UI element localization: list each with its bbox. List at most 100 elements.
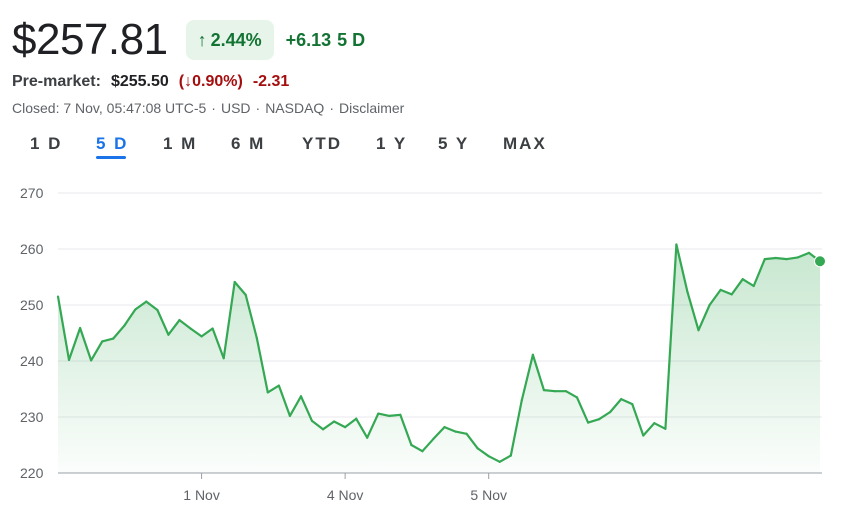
tab-5d[interactable]: 5 D	[96, 134, 128, 164]
change-percent: 2.44%	[210, 29, 262, 50]
separator-dot: ·	[329, 100, 334, 116]
price-series	[56, 243, 822, 463]
price-segment	[675, 243, 689, 294]
price-segment	[509, 399, 523, 457]
price-segment	[719, 288, 733, 296]
price-segment	[498, 454, 512, 463]
price-chart[interactable]: 220 230 240 250 260 270 1 Nov 4 Nov 5 Nov	[0, 170, 863, 518]
separator-dot: ·	[255, 100, 261, 116]
price-segment	[366, 412, 380, 439]
separator-dot: ·	[211, 100, 216, 116]
x-tick-label: 4 Nov	[327, 487, 364, 503]
y-tick-label: 260	[20, 241, 44, 257]
price-segment	[432, 426, 446, 440]
market-meta: Closed: 7 Nov, 05:47:08 UTC-5 · USD · NASDAQ…	[12, 100, 404, 116]
premarket-row: Pre-market: $255.50 (↓0.90%) -2.31	[12, 73, 289, 91]
arrow-down-icon: ↓	[184, 73, 193, 90]
change-period: 5 D	[337, 29, 366, 50]
premarket-change-percent-value: 0.90%	[192, 73, 238, 90]
change-summary: +6.13 5 D	[286, 30, 366, 51]
price-segment	[123, 308, 137, 327]
change-percent-badge: ↑ 2.44%	[185, 20, 274, 60]
price-segment	[653, 422, 667, 430]
premarket-change-percent: (↓0.90%)	[178, 73, 243, 90]
change-absolute: +6.13	[285, 29, 332, 50]
price-segment	[211, 327, 225, 360]
price-segment	[399, 413, 413, 447]
price-segment	[112, 324, 126, 340]
price-segment	[752, 257, 766, 288]
quote-header: $257.81 ↑ 2.44% +6.13 5 D	[12, 14, 365, 66]
price-segment	[101, 337, 115, 343]
price-segment	[156, 308, 170, 336]
tab-6m[interactable]: 6 M	[231, 134, 266, 153]
price-segment	[200, 327, 214, 338]
price-segment	[277, 384, 291, 417]
price-segment	[531, 353, 546, 392]
premarket-label: Pre-market:	[12, 73, 101, 90]
x-tick-label: 1 Nov	[183, 487, 220, 503]
price-segment	[564, 390, 579, 399]
price-segment	[763, 256, 777, 261]
price-segment	[597, 410, 612, 421]
price-segment	[454, 430, 468, 435]
price-segment	[631, 403, 645, 437]
price-segment	[233, 280, 247, 297]
price-segment	[697, 303, 711, 332]
arrow-up-icon: ↑	[197, 29, 207, 50]
price-segment	[288, 395, 303, 417]
tab-ytd[interactable]: YTD	[302, 134, 342, 153]
price-segment	[686, 290, 700, 332]
price-segment	[741, 278, 755, 288]
price-segment	[299, 395, 314, 422]
price-segment	[89, 340, 104, 362]
price-segment	[134, 300, 148, 311]
y-axis: 220 230 240 250 260 270	[20, 185, 44, 481]
price-segment	[333, 420, 347, 429]
exchange: NASDAQ	[265, 100, 325, 116]
price-segment	[785, 256, 800, 261]
y-tick-label: 230	[20, 409, 44, 425]
price-segment	[67, 326, 82, 361]
price-segment	[796, 251, 811, 259]
tab-max[interactable]: MAX	[503, 134, 547, 153]
price-segment	[465, 432, 479, 450]
price-segment	[586, 418, 601, 424]
price-segment	[222, 280, 236, 360]
tab-1y[interactable]: 1 Y	[376, 134, 408, 153]
price-segment	[255, 336, 269, 394]
price-segment	[520, 353, 535, 402]
price-segment	[145, 300, 159, 312]
tab-1d[interactable]: 1 D	[30, 134, 63, 153]
y-tick-label: 240	[20, 353, 44, 369]
price-segment	[487, 455, 501, 463]
price-segment	[774, 256, 789, 261]
premarket-price: $255.50	[110, 73, 169, 90]
price-segment	[476, 447, 490, 458]
x-tick-label: 5 Nov	[470, 487, 507, 503]
price-segment	[266, 384, 280, 394]
y-tick-label: 250	[20, 297, 44, 313]
price-segment	[542, 389, 557, 393]
price-segment	[178, 319, 192, 330]
tab-1m[interactable]: 1 M	[163, 134, 198, 153]
closed-time: Closed: 7 Nov, 05:47:08 UTC-5	[12, 100, 207, 116]
price-segment	[388, 413, 402, 417]
price-segment	[78, 326, 93, 362]
price-segment	[321, 420, 336, 431]
price-segment	[377, 412, 391, 417]
price-segment	[310, 419, 325, 431]
price-segment	[443, 426, 457, 433]
x-axis: 1 Nov 4 Nov 5 Nov	[183, 473, 507, 503]
price-segment	[410, 443, 424, 453]
price-segment	[344, 417, 358, 429]
price-segment	[642, 422, 656, 437]
price-segment	[620, 398, 634, 406]
price-segment	[421, 437, 435, 453]
disclaimer-link[interactable]: Disclaimer	[338, 100, 405, 116]
price-segment	[575, 396, 590, 424]
range-tabs: 1 D 5 D 1 M 6 M YTD 1 Y 5 Y MAX	[0, 134, 600, 164]
tab-5y[interactable]: 5 Y	[438, 134, 470, 153]
price-area	[58, 244, 820, 473]
price-segment	[355, 417, 369, 439]
